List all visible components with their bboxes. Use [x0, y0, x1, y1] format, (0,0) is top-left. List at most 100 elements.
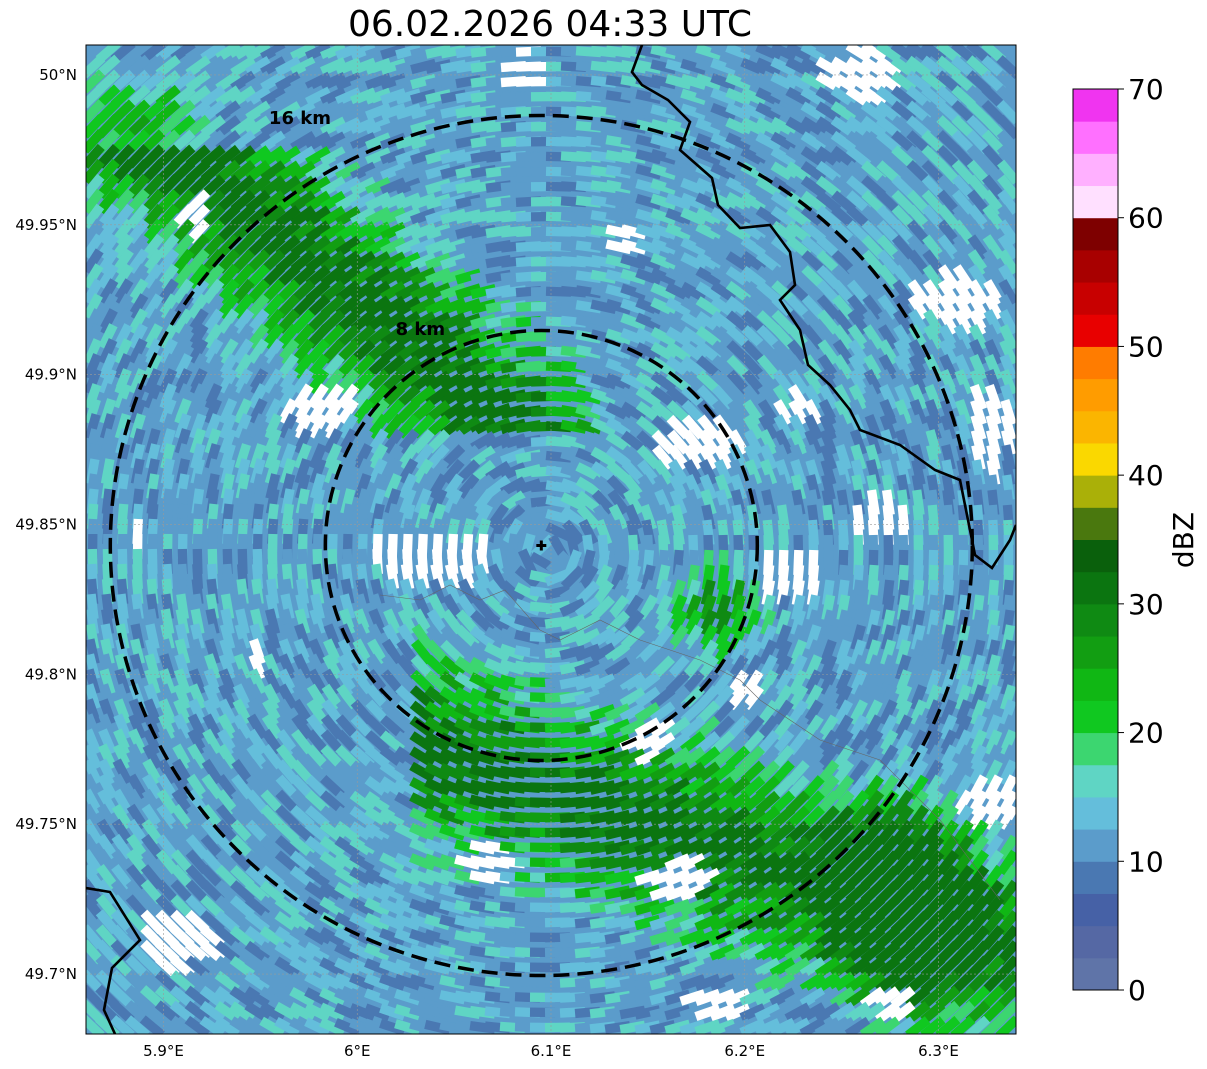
radar-pixel [470, 239, 497, 254]
radar-pixel [114, 383, 132, 410]
radar-pixel [545, 509, 572, 525]
radar-pixel [250, 608, 265, 635]
radar-pixel [185, 894, 210, 919]
radar-pixel [589, 780, 616, 795]
colorbar-segment [1073, 796, 1118, 830]
radar-pixel [364, 927, 391, 947]
radar-pixel [289, 1017, 316, 1034]
radar-pixel [395, 684, 420, 709]
radar-pixel [293, 428, 313, 455]
radar-pixel [245, 774, 269, 800]
radar-pixel [805, 474, 821, 501]
radar-pixel [400, 503, 416, 530]
radar-pixel [458, 503, 478, 530]
radar-pixel [440, 385, 467, 407]
radar-pixel [755, 102, 782, 122]
radar-pixel [444, 503, 462, 530]
radar-pixel [784, 1002, 811, 1023]
radar-pixel [725, 132, 752, 152]
radar-pixel [634, 944, 661, 960]
radar-pixel [259, 865, 285, 889]
radar-pixel [891, 160, 916, 185]
radar-pixel [966, 129, 991, 155]
radar-pixel [756, 295, 782, 319]
radar-pixel [983, 729, 1003, 756]
radar-pixel [275, 789, 300, 815]
radar-pixel [200, 834, 225, 860]
radar-pixel [950, 955, 976, 980]
radar-pixel [395, 369, 421, 393]
radar-pixel [950, 1000, 976, 1025]
radar-pixel [364, 897, 391, 917]
radar-pixel [906, 115, 932, 139]
radar-pixel [455, 134, 482, 149]
radar-pixel [875, 880, 901, 905]
radar-pixel [664, 853, 691, 872]
radar-pixel [619, 671, 646, 694]
radar-pixel [785, 161, 812, 183]
radar-pixel [339, 473, 357, 500]
radar-pixel [125, 129, 151, 154]
radar-pixel [940, 429, 957, 456]
radar-pixel [650, 148, 677, 165]
radar-pixel [129, 653, 146, 680]
radar-pixel [574, 627, 601, 648]
radar-pixel [188, 398, 207, 425]
radar-pixel [877, 774, 899, 801]
radar-pixel [804, 639, 822, 666]
radar-pixel [785, 45, 812, 62]
lat-tick-label: 49.8°N [25, 665, 77, 683]
radar-pixel [894, 684, 913, 711]
radar-pixel [665, 88, 692, 105]
radar-pixel [801, 265, 826, 290]
radar-pixel [831, 264, 856, 290]
radar-pixel [396, 638, 419, 665]
radar-pixel [605, 239, 632, 255]
radar-pixel [815, 190, 842, 214]
radar-pixel [574, 674, 601, 691]
radar-pixel [319, 1002, 346, 1022]
radar-pixel [770, 775, 796, 800]
lon-tick-label: 6.3°E [918, 1042, 959, 1060]
radar-pixel [575, 374, 602, 390]
radar-pixel [170, 144, 196, 169]
radar-pixel [337, 413, 359, 440]
colorbar-tick-label: 60 [1128, 202, 1164, 235]
radar-pixel [455, 430, 482, 453]
radar-pixel [816, 220, 842, 244]
radar-pixel [741, 730, 765, 755]
radar-pixel [860, 100, 887, 124]
radar-pixel [86, 743, 102, 770]
radar-pixel [290, 249, 316, 274]
radar-pixel [1000, 669, 1016, 696]
radar-pixel [605, 313, 632, 330]
radar-pixel [425, 59, 452, 74]
radar-pixel [921, 100, 947, 124]
radar-pixel [996, 114, 1016, 140]
radar-pixel [966, 174, 991, 200]
radar-pixel [379, 973, 406, 991]
radar-pixel [185, 99, 211, 123]
radar-pixel [694, 1019, 721, 1034]
radar-pixel [921, 849, 945, 876]
radar-pixel [157, 728, 178, 755]
radar-pixel [590, 314, 617, 330]
radar-pixel [635, 356, 662, 377]
radar-pixel [204, 638, 221, 665]
range-ring [108, 113, 975, 978]
radar-pixel [424, 777, 451, 797]
radar-pixel [815, 145, 842, 169]
radar-pixel [260, 774, 285, 800]
radar-pixel [998, 744, 1016, 771]
radar-pixel [709, 882, 736, 903]
radar-pixel [936, 189, 961, 215]
radar-pixel [409, 959, 436, 976]
radar-pixel [878, 684, 898, 711]
radar-pixel [304, 1017, 331, 1034]
radar-pixel [936, 880, 960, 906]
radar-pixel [263, 398, 283, 425]
radar-pixel [426, 608, 449, 635]
radar-pixel [985, 669, 1002, 696]
radar-pixel [559, 644, 586, 660]
radar-pixel [260, 234, 286, 259]
